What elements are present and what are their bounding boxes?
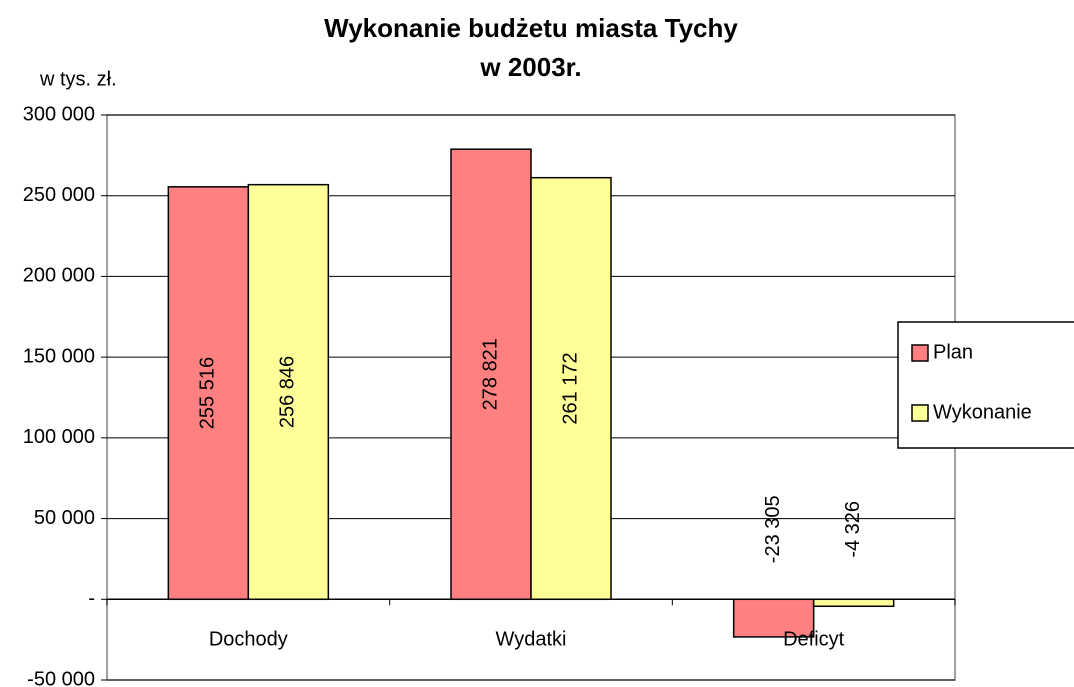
- x-tick-label: Deficyt: [783, 628, 845, 650]
- y-tick-label: 200 000: [23, 265, 95, 287]
- data-label: 255 516: [197, 357, 219, 429]
- legend-swatch: [911, 404, 929, 422]
- y-axis-label: w tys. zł.: [39, 68, 117, 90]
- y-tick-label: 100 000: [23, 426, 95, 448]
- bar: [530, 176, 612, 601]
- y-tick-label: -: [88, 588, 95, 610]
- y-tick-label: 300 000: [23, 103, 95, 125]
- legend-label: Wykonanie: [933, 401, 1032, 423]
- bar: [167, 186, 250, 601]
- x-tick-label: Dochody: [209, 628, 288, 650]
- legend-swatch: [911, 344, 929, 362]
- data-label: -23 305: [762, 495, 784, 563]
- bar: [247, 183, 330, 601]
- y-tick-label: 50 000: [34, 507, 95, 529]
- y-tick-label: -50 000: [27, 668, 95, 687]
- x-tick-label: Wydatki: [496, 628, 567, 650]
- legend-box: [897, 321, 1074, 449]
- chart-title: w 2003r.: [479, 52, 581, 82]
- data-label: -4 326: [842, 501, 864, 558]
- y-tick-label: 250 000: [23, 184, 95, 206]
- chart-title: Wykonanie budżetu miasta Tychy: [324, 13, 738, 43]
- y-tick-label: 150 000: [23, 345, 95, 367]
- data-label: 256 846: [277, 356, 299, 428]
- legend-label: Plan: [933, 341, 973, 363]
- bar: [812, 598, 895, 608]
- data-label: 261 172: [559, 352, 581, 424]
- data-label: 278 821: [479, 338, 501, 410]
- bar: [732, 598, 815, 638]
